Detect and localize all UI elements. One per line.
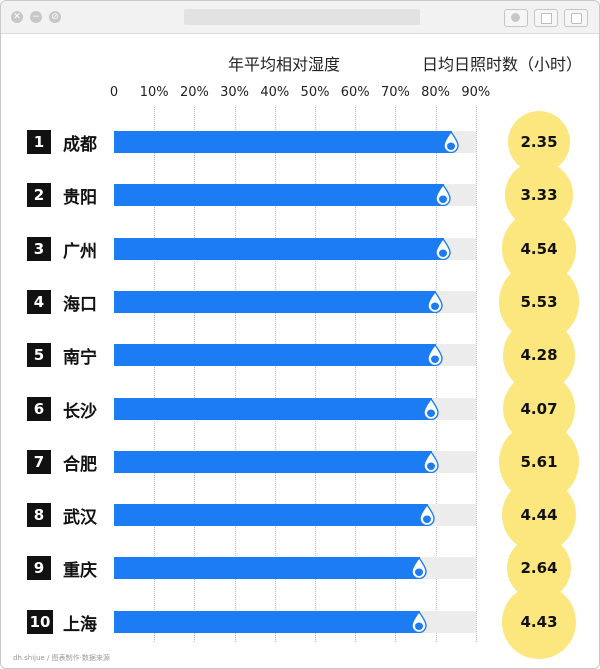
sunshine-value: 4.43 [520, 612, 558, 631]
x-tick-label: 50% [300, 85, 330, 100]
city-label: 武汉 [63, 508, 97, 529]
humidity-bar [114, 504, 428, 527]
gridline [154, 107, 156, 642]
water-drop-icon [434, 184, 451, 207]
water-drop-icon [410, 610, 427, 633]
x-tick-label: 90% [461, 85, 491, 100]
humidity-bar [114, 290, 436, 313]
humidity-bar [114, 184, 444, 207]
x-tick-label: 0 [109, 85, 119, 100]
sunshine-header: 日均日照时数（小时） [422, 55, 583, 74]
rank-badge: 4 [27, 289, 51, 314]
city-label: 成都 [63, 135, 97, 155]
sunshine-value: 2.64 [520, 559, 558, 578]
humidity-bar [114, 450, 432, 473]
x-tick-label: 40% [260, 85, 290, 100]
rank-badge: 7 [27, 449, 51, 474]
title-bar: ✕ − ⊘ [1, 1, 599, 34]
rank-badge: 8 [27, 503, 51, 528]
x-tick-label: 60% [340, 85, 370, 100]
sunshine-value: 4.44 [520, 506, 558, 525]
water-drop-icon [426, 344, 443, 367]
city-label: 广州 [63, 241, 97, 262]
gridline [234, 107, 236, 642]
humidity-bar [114, 610, 420, 633]
sunshine-value: 4.07 [520, 399, 558, 418]
humidity-bar [114, 344, 436, 367]
gridline [274, 107, 276, 642]
rank-badge: 6 [27, 396, 51, 421]
sunshine-value: 4.54 [520, 239, 558, 258]
humidity-bar [114, 237, 444, 260]
rank-badge: 5 [27, 343, 51, 368]
minimize-icon[interactable]: − [30, 11, 42, 23]
humidity-bar [114, 131, 452, 153]
watermark: dh.shijue / 图表制作·数据来源 [13, 654, 110, 662]
water-drop-icon [410, 557, 427, 580]
city-label: 海口 [63, 294, 97, 315]
close-icon[interactable]: ✕ [11, 11, 23, 23]
water-drop-icon [426, 290, 443, 313]
x-tick-label: 20% [179, 85, 209, 100]
humidity-bar [114, 397, 432, 420]
x-tick-label: 10% [139, 85, 169, 100]
x-tick-label: 80% [421, 85, 451, 100]
sunshine-value: 4.28 [520, 346, 558, 365]
gridline [355, 107, 357, 642]
rank-badge: 1 [27, 130, 51, 154]
water-drop-icon [422, 397, 439, 420]
water-drop-icon [442, 131, 459, 153]
no-entry-icon[interactable]: ⊘ [49, 11, 61, 23]
record-icon[interactable] [504, 9, 528, 27]
water-drop-icon [418, 504, 435, 527]
clipboard-icon[interactable] [534, 9, 558, 27]
sunshine-value: 5.53 [520, 292, 558, 311]
x-tick-label: 70% [380, 85, 410, 100]
rank-badge: 10 [27, 609, 53, 634]
rank-badge: 9 [27, 556, 51, 581]
humidity-bar [114, 557, 420, 580]
gridline [435, 107, 437, 642]
city-label: 南宁 [63, 348, 97, 369]
address-bar[interactable] [184, 9, 420, 25]
x-tick-label: 30% [220, 85, 250, 100]
city-label: 贵阳 [63, 188, 97, 209]
gridline [315, 107, 316, 642]
gridline [475, 107, 477, 642]
city-label: 长沙 [63, 401, 97, 422]
sunshine-value: 2.35 [520, 133, 558, 151]
sunshine-value: 3.33 [520, 186, 558, 205]
water-drop-icon [434, 237, 451, 260]
sunshine-bubble [502, 584, 576, 659]
city-label: 上海 [63, 614, 97, 635]
humidity-header: 年平均相对湿度 [228, 55, 341, 74]
city-label: 重庆 [63, 561, 97, 582]
gridline [194, 107, 196, 642]
sunshine-value: 5.61 [520, 452, 558, 471]
rank-badge: 3 [27, 236, 51, 261]
city-label: 合肥 [63, 454, 97, 475]
gridline [395, 107, 397, 642]
camera-icon[interactable] [564, 9, 588, 27]
rank-badge: 2 [27, 183, 51, 208]
water-drop-icon [422, 450, 439, 473]
